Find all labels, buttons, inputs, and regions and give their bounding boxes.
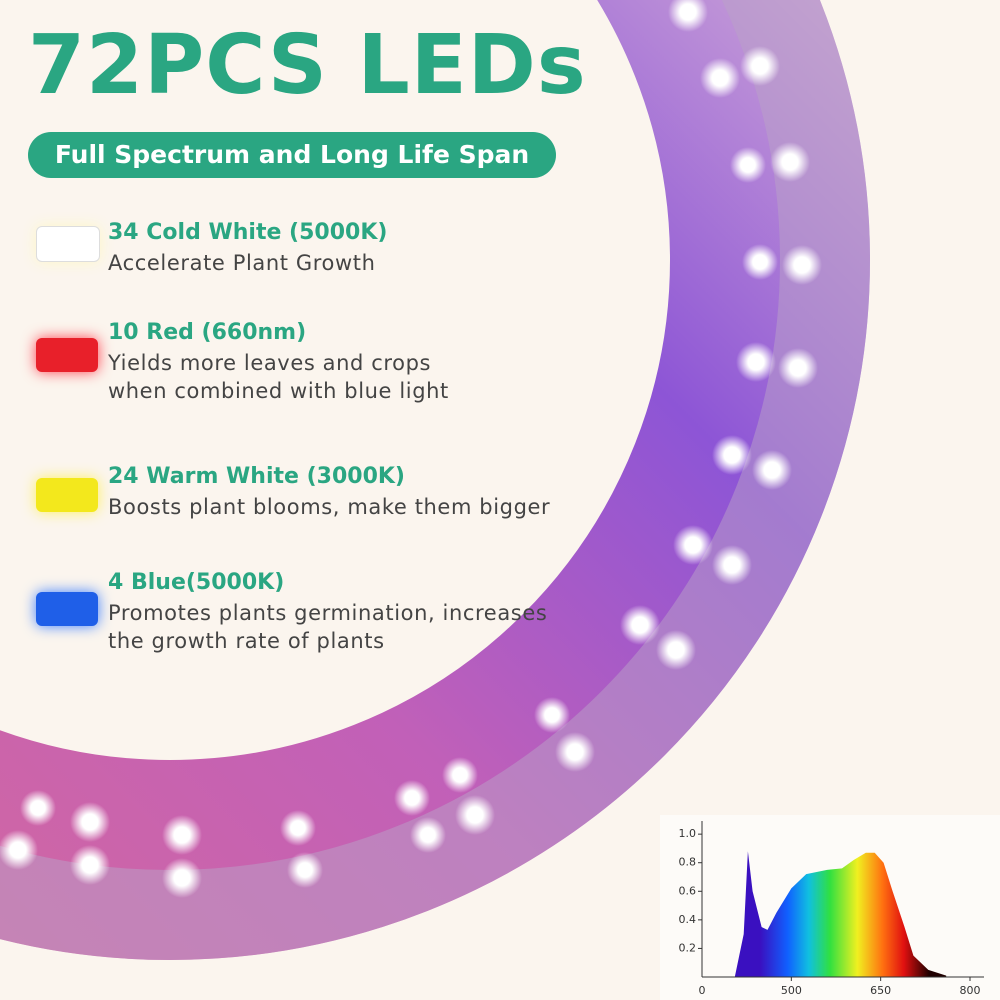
y-tick-label: 0.2 bbox=[679, 941, 697, 954]
x-origin-label: 0 bbox=[699, 984, 706, 997]
y-tick-label: 1.0 bbox=[679, 827, 697, 840]
blue-icon bbox=[36, 592, 98, 626]
item-text: Yields more leaves and crops bbox=[108, 351, 432, 375]
red-icon bbox=[36, 338, 98, 372]
x-tick-label: 800 bbox=[960, 984, 981, 997]
item-text: the growth rate of plants bbox=[108, 629, 385, 653]
item-name: 24 Warm White (3000K) bbox=[108, 464, 405, 489]
item: 4 Blue(5000K) Promotes plants germinatio… bbox=[108, 570, 547, 653]
item: 24 Warm White (3000K) Boosts plant bloom… bbox=[108, 464, 550, 519]
spectrum-chart: 0.2 0.4 0.6 0.8 1.0 500 650 800 0 bbox=[660, 815, 1000, 1000]
y-tick-label: 0.4 bbox=[679, 913, 697, 926]
y-tick-label: 0.6 bbox=[679, 884, 697, 897]
cold-white-icon bbox=[36, 226, 100, 262]
x-tick-label: 650 bbox=[870, 984, 891, 997]
item-text: Promotes plants germination, increases bbox=[108, 601, 548, 625]
item-name: 4 Blue(5000K) bbox=[108, 570, 285, 595]
spectrum-area bbox=[734, 851, 947, 977]
y-tick-label: 0.8 bbox=[679, 856, 697, 869]
item: 34 Cold White (5000K) Accelerate Plant G… bbox=[108, 220, 387, 275]
item-text: Boosts plant blooms, make them bigger bbox=[108, 495, 551, 519]
item-name: 10 Red (660nm) bbox=[108, 320, 307, 345]
x-tick-label: 500 bbox=[781, 984, 802, 997]
warm-white-icon bbox=[36, 478, 98, 512]
title: 72PCS LEDs bbox=[28, 18, 587, 113]
item-text: when combined with blue light bbox=[108, 379, 449, 403]
item-text: Accelerate Plant Growth bbox=[108, 251, 376, 275]
subtitle-pill: Full Spectrum and Long Life Span bbox=[28, 132, 556, 178]
item: 10 Red (660nm) Yields more leaves and cr… bbox=[108, 320, 449, 403]
item-name: 34 Cold White (5000K) bbox=[108, 220, 388, 245]
